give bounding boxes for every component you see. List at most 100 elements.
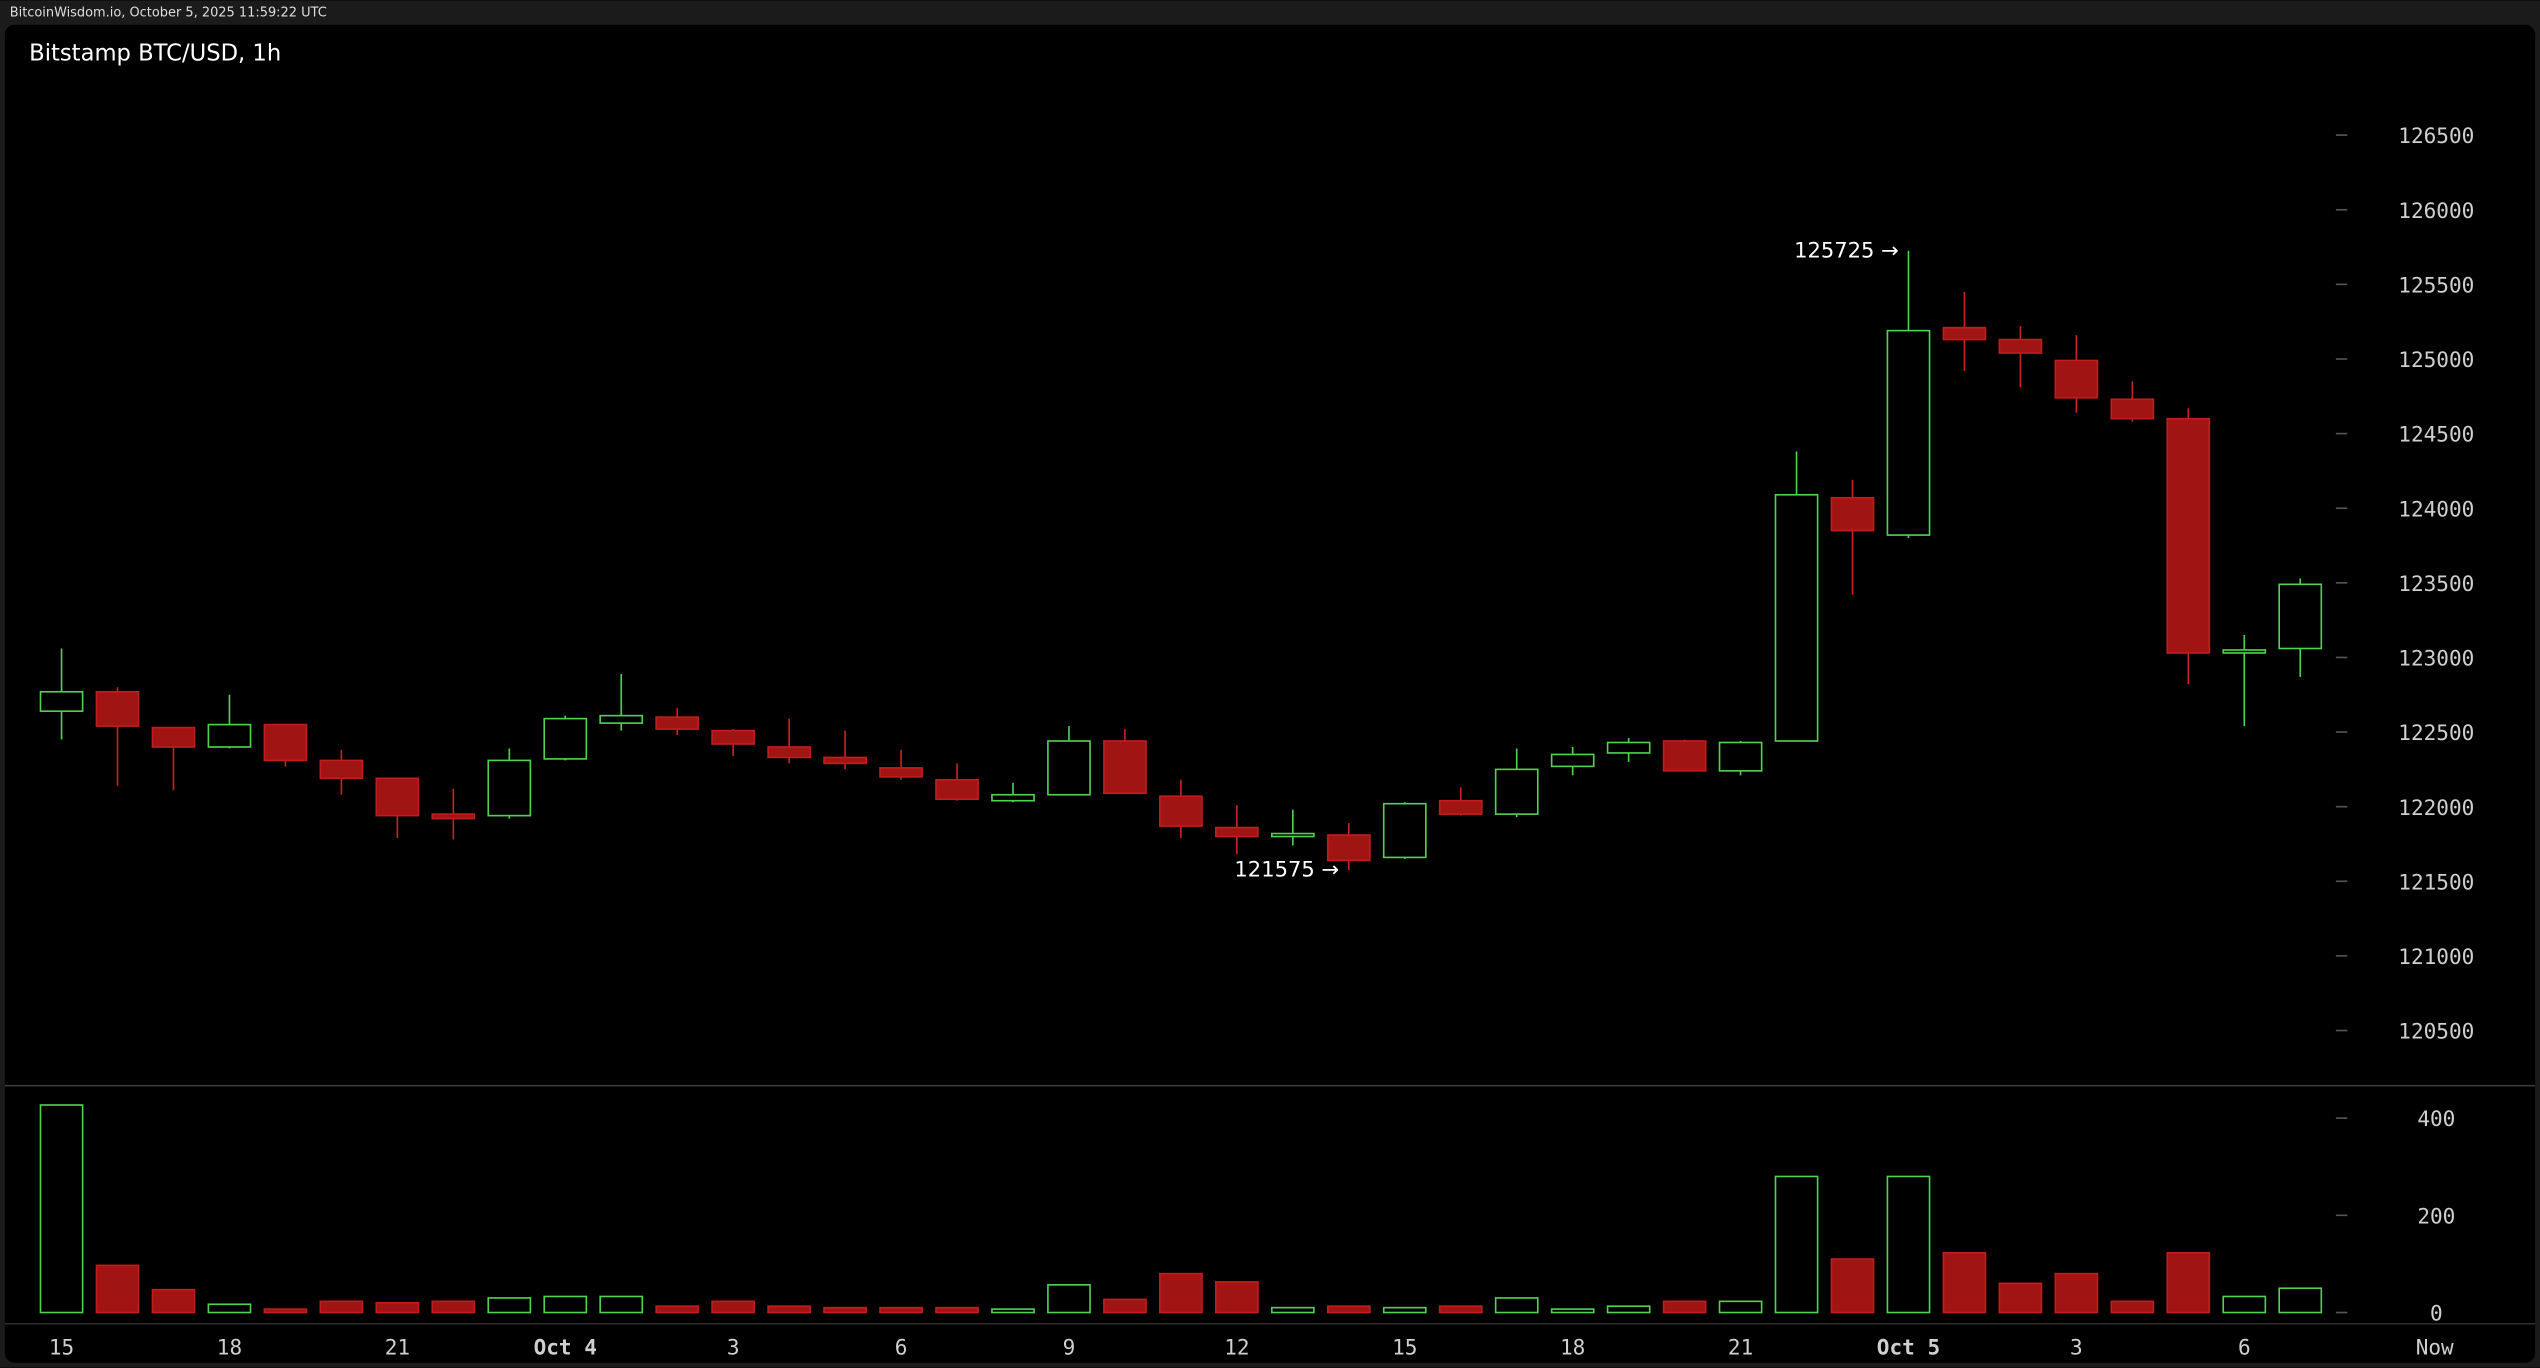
volume-bar (487, 1297, 532, 1314)
volume-bar (991, 1308, 1035, 1314)
volume-bar (1662, 1300, 1707, 1314)
y-tick-label: 126000 (2398, 198, 2474, 223)
y-tick-label: 122500 (2398, 720, 2474, 745)
volume-bar (2166, 1251, 2211, 1314)
x-tick-label: 6 (895, 1335, 908, 1360)
candle-body (207, 723, 252, 748)
volume-bar (1103, 1298, 1147, 1314)
volume-bar (1047, 1284, 1091, 1314)
y-tick-label: 125000 (2398, 347, 2474, 372)
volume-tick-label: 400 (2417, 1106, 2455, 1131)
volume-bar (2278, 1287, 2323, 1314)
volume-bar (1774, 1175, 1819, 1314)
volume-bar (1886, 1175, 1931, 1314)
volume-bar (151, 1288, 196, 1314)
volume-bar (1270, 1306, 1315, 1314)
x-tick-label: 15 (1392, 1335, 1417, 1360)
candle-body (1942, 326, 1987, 341)
x-tick-label: 18 (1560, 1335, 1585, 1360)
candle-body (2278, 583, 2323, 650)
y-tick-label: 124500 (2398, 422, 2474, 447)
x-tick-label: 3 (2070, 1335, 2083, 1360)
volume-bar (1830, 1258, 1875, 1314)
volume-bar (1438, 1305, 1483, 1314)
x-tick-label: 21 (1728, 1335, 1753, 1360)
y-tick-label: 126500 (2398, 123, 2474, 148)
x-tick-label: 18 (217, 1335, 242, 1360)
volume-bar (1215, 1281, 1259, 1314)
volume-bar (1718, 1300, 1763, 1314)
volume-bar (1606, 1305, 1651, 1314)
candle-body (1606, 741, 1651, 754)
volume-bar (431, 1300, 476, 1314)
x-tick-label: 6 (2238, 1335, 2251, 1360)
candle-body (319, 759, 364, 780)
volume-bar (1998, 1282, 2043, 1314)
candle-body (935, 779, 979, 801)
y-tick-label: 125500 (2398, 272, 2474, 297)
chart-title: Bitstamp BTC/USD, 1h (29, 40, 281, 66)
candle-body (1830, 496, 1875, 532)
candle-body (2054, 359, 2099, 399)
candle-body (1718, 741, 1763, 772)
candle-body (1998, 338, 2043, 354)
volume-bar (543, 1295, 588, 1314)
candle-body (879, 767, 923, 778)
volume-bar (39, 1104, 84, 1314)
volume-bar (1159, 1272, 1203, 1314)
candle-body (151, 726, 196, 748)
candle-body (1326, 834, 1371, 862)
volume-bar (1494, 1297, 1539, 1314)
volume-bar (1942, 1251, 1987, 1314)
volume-bar (711, 1300, 756, 1314)
candle-body (1494, 768, 1539, 815)
candle-body (431, 813, 476, 820)
volume-bar (207, 1303, 252, 1314)
header: BitcoinWisdom.io, October 5, 2025 11:59:… (10, 6, 327, 21)
x-tick-label: 12 (1224, 1335, 1249, 1360)
y-tick-label: 123500 (2398, 571, 2474, 596)
candle-body (39, 690, 84, 712)
candle-body (1550, 753, 1595, 768)
y-tick-label: 122000 (2398, 795, 2474, 820)
candle-body (1382, 802, 1427, 859)
candle-body (543, 717, 588, 760)
candle-body (1159, 795, 1203, 827)
volume-bar (1326, 1305, 1371, 1314)
volume-bar (767, 1305, 812, 1314)
volume-bar (879, 1306, 923, 1314)
chart-panel (4, 24, 2536, 1363)
price-annotation: 125725 → (1794, 237, 1899, 262)
candle-body (1215, 826, 1259, 838)
volume-bar (1382, 1306, 1427, 1314)
candle-body (655, 716, 700, 730)
candle-body (1047, 740, 1091, 796)
volume-bar (95, 1264, 140, 1314)
x-tick-label: Oct 5 (1877, 1335, 1940, 1360)
x-tick-label: 15 (49, 1335, 74, 1360)
candle-body (1662, 740, 1707, 772)
volume-bar (655, 1305, 700, 1314)
candle-body (1103, 740, 1147, 795)
candle-body (95, 690, 140, 727)
volume-bar (935, 1306, 979, 1314)
candle-body (991, 793, 1035, 802)
candle-body (1438, 799, 1483, 815)
volume-bar (823, 1306, 867, 1314)
volume-bar (375, 1301, 420, 1314)
candle-body (1886, 329, 1931, 536)
candle-body (487, 759, 532, 817)
candle-body (711, 729, 756, 745)
volume-bar (2054, 1272, 2099, 1314)
candle-body (2110, 398, 2155, 420)
volume-tick-label: 200 (2417, 1203, 2455, 1228)
candle-body (823, 756, 867, 765)
candle-body (2222, 649, 2267, 654)
volume-bar (2110, 1300, 2155, 1314)
x-tick-label: 9 (1063, 1335, 1076, 1360)
volume-bar (1550, 1308, 1595, 1314)
volume-tick-label: 0 (2430, 1301, 2443, 1326)
y-tick-label: 121000 (2398, 944, 2474, 969)
x-tick-label: 3 (727, 1335, 740, 1360)
volume-bar (2222, 1295, 2267, 1314)
